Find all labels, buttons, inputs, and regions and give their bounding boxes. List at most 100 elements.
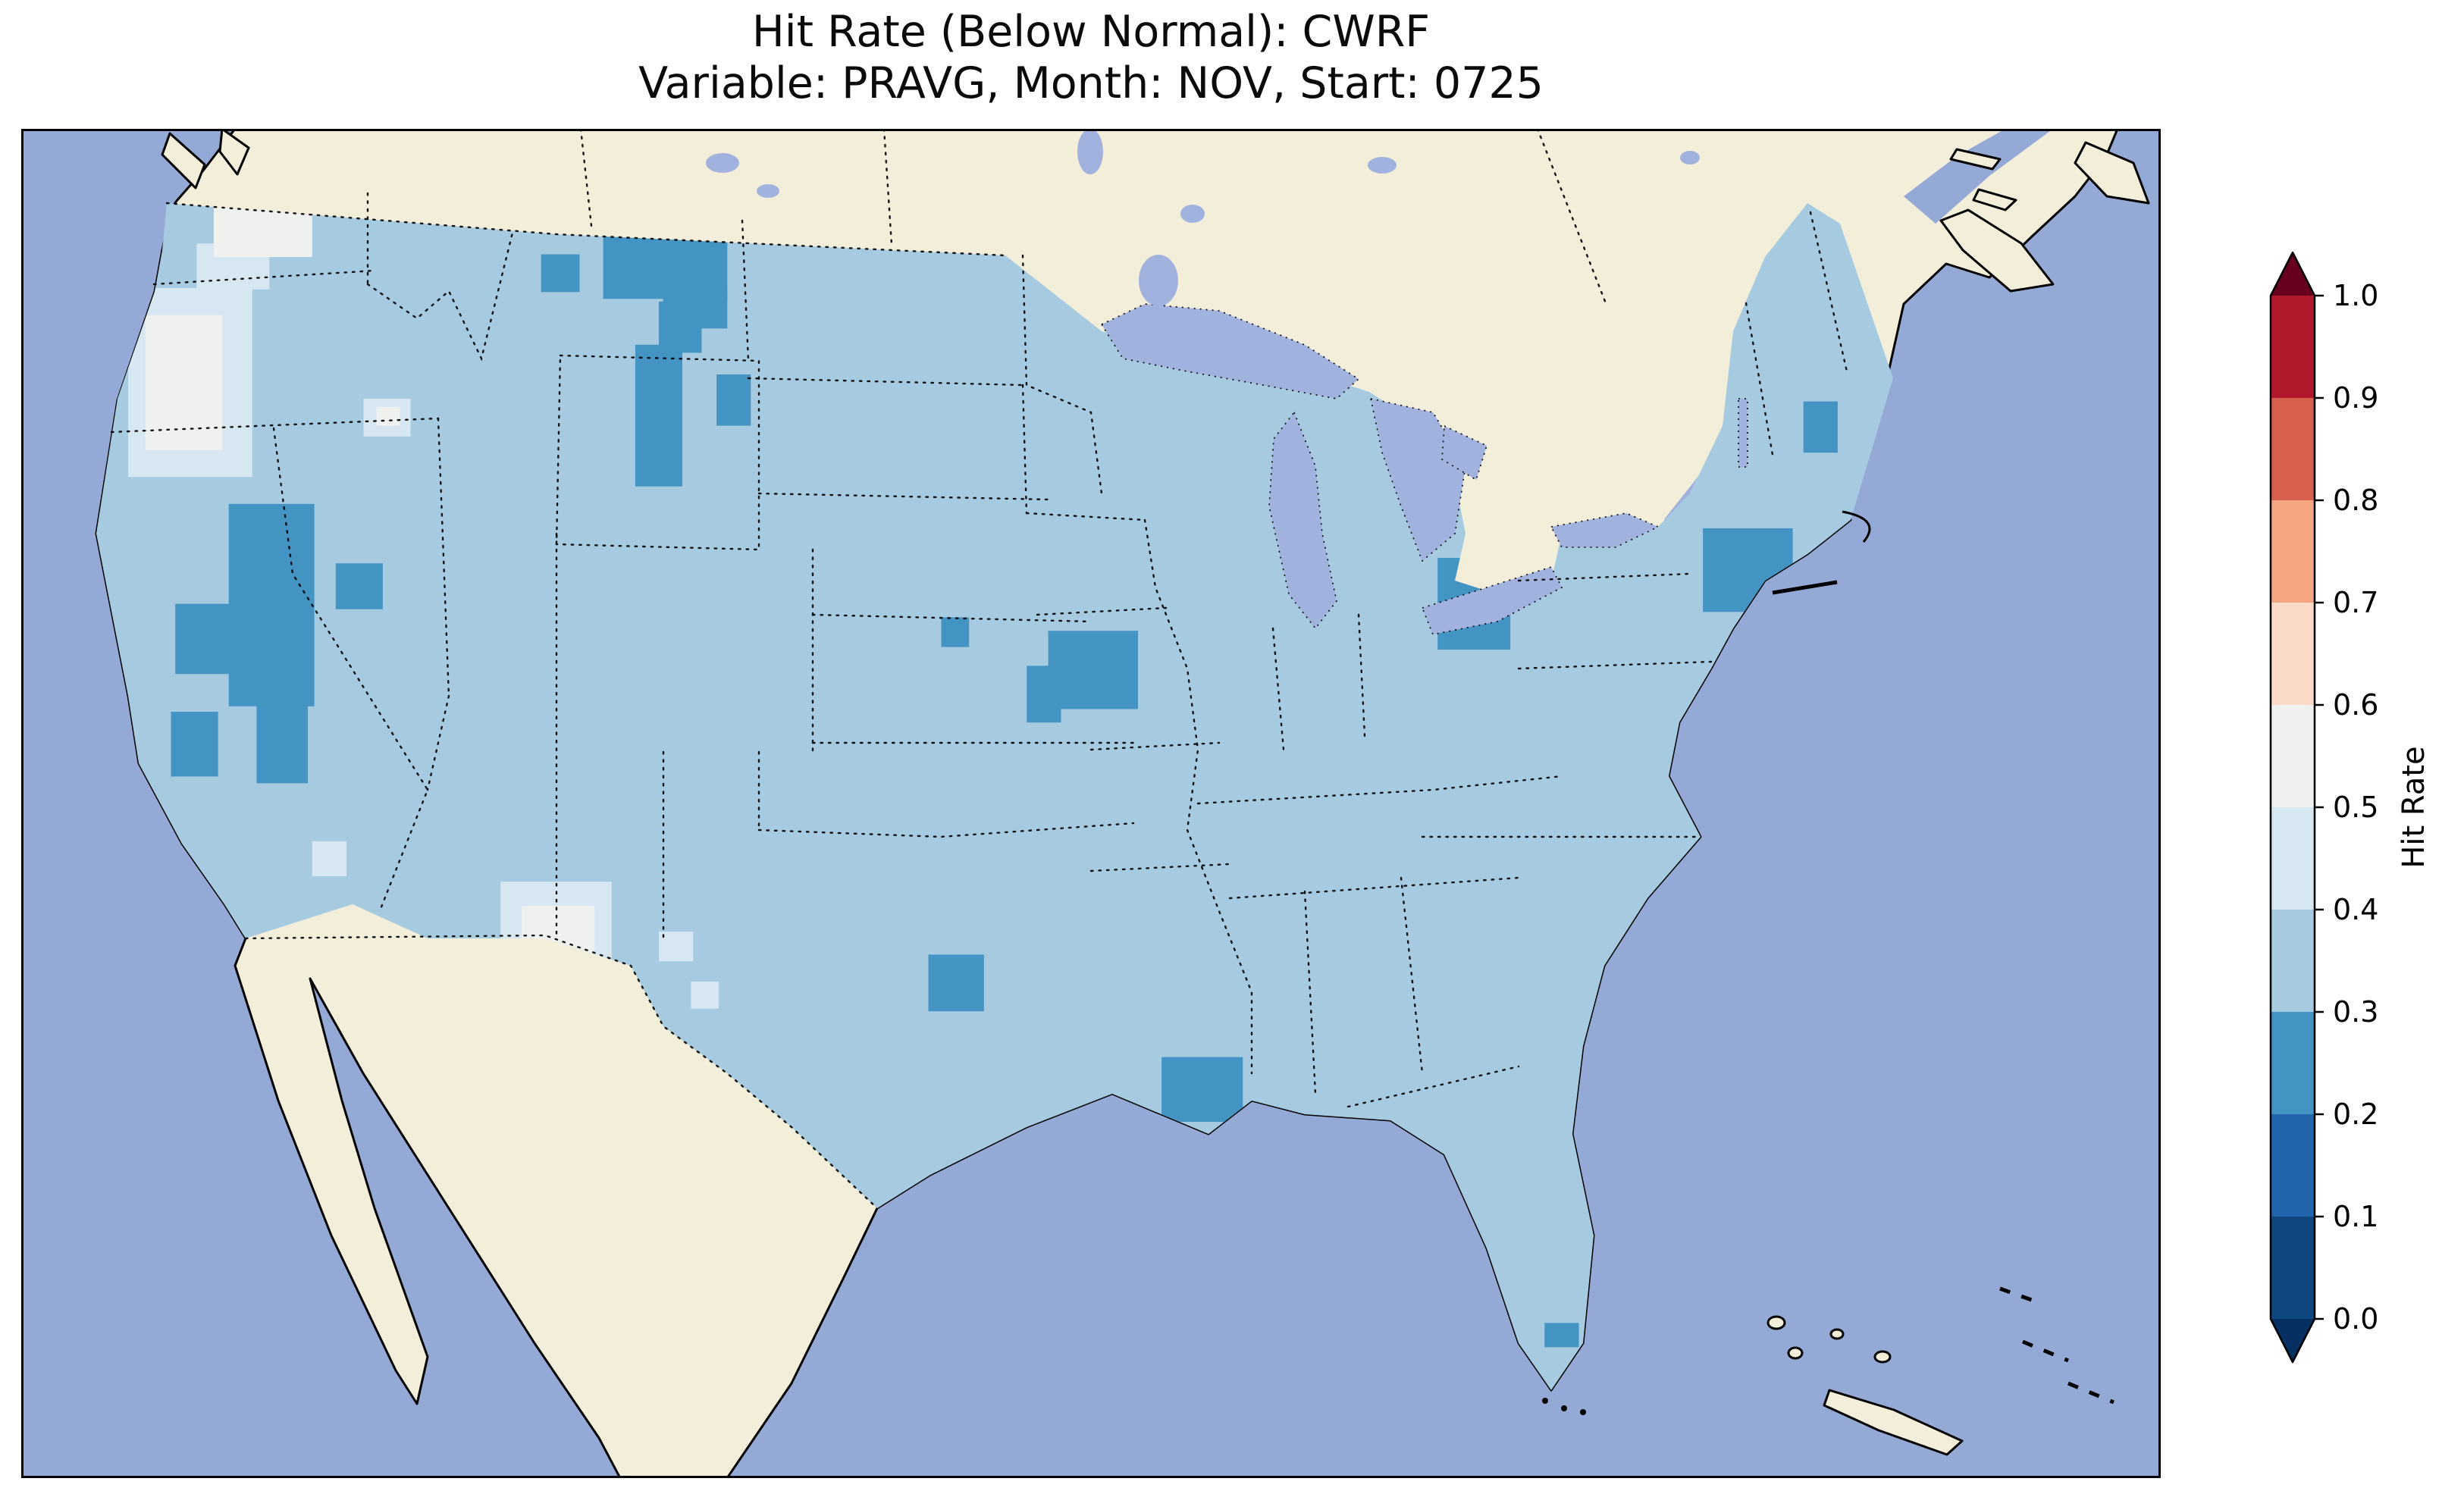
colorbar-extend-below: [2271, 1319, 2315, 1362]
border-line: [579, 127, 593, 227]
cay-line: [2022, 1339, 2069, 1363]
border-line: [1089, 863, 1231, 872]
colorbar-tick-label: 0.8: [2333, 484, 2378, 517]
hit-rate-grid-cell: [228, 503, 315, 706]
colorbar-svg: 0.0 0.1 0.2 0.3 0.4 0.5 0.6 0.7 0.8 0.9 1.0 Hit Ra…: [2269, 251, 2431, 1364]
island-bc: [218, 127, 250, 176]
colorbar-tick-label: 0.9: [2333, 381, 2378, 415]
colorbar-bands: [2271, 296, 2315, 1319]
border-line: [1303, 890, 1317, 1095]
colorbar: 0.0 0.1 0.2 0.3 0.4 0.5 0.6 0.7 0.8 0.9 1.0 Hit Ra…: [2263, 251, 2453, 1366]
lake-champlain: [1738, 398, 1748, 468]
colorbar-ticks: 0.0 0.1 0.2 0.3 0.4 0.5 0.6 0.7 0.8 0.9 1.0: [2315, 279, 2378, 1336]
cay-line: [1999, 1286, 2039, 1305]
title-block: Hit Rate (Below Normal): CWRF Variable: …: [21, 6, 2161, 109]
border-line: [747, 377, 1024, 387]
border-line: [244, 934, 879, 1210]
great-lakes: [1100, 303, 1748, 635]
key-dot: [1561, 1405, 1567, 1411]
border-line: [555, 354, 760, 551]
border-line: [165, 202, 1007, 257]
border-line: [366, 228, 515, 362]
hit-rate-grid-cell: [659, 301, 702, 353]
hit-rate-grid-cell: [1027, 666, 1061, 723]
figure-title: Hit Rate (Below Normal): CWRF: [751, 7, 1431, 57]
georgian-bay: [1441, 424, 1487, 481]
island-cuba: [1823, 1389, 1964, 1456]
border-line: [152, 269, 376, 286]
border-line: [1143, 518, 1253, 1075]
border-line: [882, 127, 893, 246]
border-line: [1517, 572, 1691, 582]
hit-rate-grid-cell: [335, 563, 383, 609]
border-line: [1517, 660, 1713, 670]
hit-rate-grid-cell: [941, 617, 970, 647]
hit-rate-grid-cell: [1544, 1323, 1579, 1348]
hit-rate-grid-cell: [1161, 1057, 1243, 1122]
lake-blob: [1368, 157, 1397, 174]
colorbar-band: [2271, 1012, 2315, 1114]
island-bahamas: [1829, 1328, 1845, 1340]
hit-rate-grid-cell: [175, 603, 231, 675]
island-bahamas: [1766, 1315, 1786, 1330]
canadian-lakes: [706, 129, 1700, 306]
hit-rate-grid-cell: [691, 982, 719, 1009]
colorbar-tick-label: 0.1: [2333, 1200, 2378, 1233]
colorbar-extend-above: [2271, 252, 2315, 296]
map-frame: [21, 129, 2161, 1478]
state-borders: [110, 127, 1848, 1210]
border-line: [1346, 1065, 1520, 1108]
colorbar-band: [2271, 807, 2315, 910]
lake-ontario: [1550, 512, 1660, 548]
hit-rate-grid-cell: [1803, 401, 1838, 453]
hit-rate-grid-cell: [659, 932, 694, 962]
figure-subtitle: Variable: PRAVG, Month: NOV, Start: 0725: [638, 58, 1544, 108]
border-line: [1536, 127, 1607, 305]
colorbar-tick-label: 0.4: [2333, 893, 2378, 926]
lake-blob: [1680, 151, 1700, 164]
colorbar-tick-label: 1.0: [2333, 279, 2378, 312]
colorbar-band: [2271, 910, 2315, 1012]
lake-blob: [757, 184, 779, 198]
map-panel: [21, 127, 2161, 1480]
colorbar-tick-label: 0.6: [2333, 688, 2378, 722]
florida-keys: [1542, 1398, 1586, 1415]
colorbar-band: [2271, 705, 2315, 807]
lake-blob: [1180, 205, 1205, 223]
island-bahamas: [1787, 1346, 1804, 1360]
colorbar-tick-label: 0.2: [2333, 1098, 2378, 1131]
border-line: [1400, 876, 1424, 1075]
border-line: [272, 427, 429, 910]
hit-rate-grid-cell: [1048, 631, 1139, 709]
lake-erie: [1421, 566, 1563, 635]
colorbar-tick-label: 0.7: [2333, 586, 2378, 619]
conus-hit-rate-map: [21, 127, 2161, 1480]
colorbar-band: [2271, 398, 2315, 500]
lake-blob: [1077, 129, 1103, 174]
hit-rate-grid-cell: [716, 374, 751, 426]
island-pei: [1972, 188, 2017, 211]
hit-rate-grid-cell: [635, 344, 682, 487]
key-dot: [1580, 1409, 1586, 1415]
lake-michigan: [1268, 411, 1337, 630]
colorbar-band: [2271, 603, 2315, 705]
border-line: [1809, 211, 1848, 373]
colorbar-band: [2271, 296, 2315, 398]
border-line: [1089, 741, 1221, 751]
lake-blob: [1139, 255, 1178, 306]
border-line: [1745, 302, 1774, 456]
lake-blob: [706, 153, 739, 173]
hit-rate-grid-cell: [171, 712, 218, 777]
hit-rate-grid-cell: [541, 254, 580, 293]
border-line: [1021, 254, 1103, 495]
cays-dashes: [1999, 1286, 2114, 1405]
border-line: [757, 492, 1050, 501]
border-line: [1228, 876, 1520, 900]
border-line: [1036, 606, 1168, 616]
colorbar-band: [2271, 1217, 2315, 1319]
border-line: [110, 417, 440, 434]
colorbar-axis-label: Hit Rate: [2397, 746, 2431, 868]
island-bahamas: [1873, 1350, 1892, 1364]
long-island: [1772, 580, 1838, 595]
colorbar-tick-label: 0.5: [2333, 791, 2378, 824]
